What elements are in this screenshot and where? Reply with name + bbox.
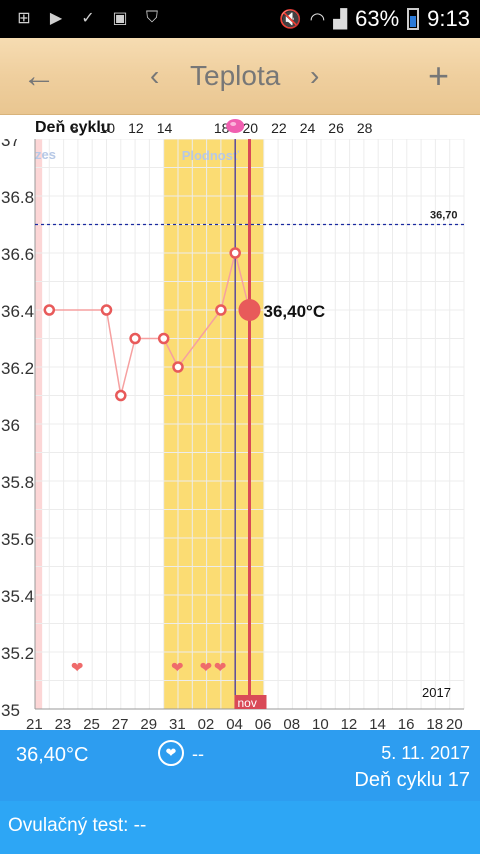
x-tick-label: 31 xyxy=(169,716,186,730)
x-tick-label: 23 xyxy=(55,716,72,730)
signal-icon: ▟ xyxy=(333,8,348,29)
selected-temperature: 36,40°C xyxy=(16,744,89,766)
y-tick-label: 35.6 xyxy=(1,530,34,549)
youtube-icon: ▶ xyxy=(49,10,63,27)
heart-icon: ❤ xyxy=(171,659,184,676)
page-title: Teplota xyxy=(190,60,281,91)
x-tick-label: 29 xyxy=(140,716,157,730)
y-tick-label: 36.4 xyxy=(1,302,34,321)
top-tick-label: 22 xyxy=(271,120,287,136)
y-tick-label: 36.8 xyxy=(1,188,34,207)
x-tick-label: 21 xyxy=(26,716,43,730)
y-tick-label: 35.8 xyxy=(1,473,34,492)
current-temperature-label: 36,40°C xyxy=(264,302,326,321)
temperature-point[interactable] xyxy=(129,332,141,345)
ovulation-test-label: Ovulačný test: -- xyxy=(8,815,147,836)
temperature-point[interactable] xyxy=(100,304,113,316)
selected-date: 5. 11. 2017 xyxy=(381,743,470,763)
wifi-icon: ◠ xyxy=(309,8,326,29)
heart-icon: ❤ xyxy=(200,659,213,676)
year-label: 2017 xyxy=(422,685,451,700)
ovulation-test-bar[interactable]: Ovulačný test: -- xyxy=(0,801,480,854)
x-tick-label: 02 xyxy=(198,716,215,730)
selected-cycle-day: Deň cyklu 17 xyxy=(354,769,470,791)
x-tick-label: 27 xyxy=(112,716,129,730)
temperature-point[interactable] xyxy=(43,304,56,316)
x-tick-label: 16 xyxy=(398,716,415,730)
add-icon[interactable]: + xyxy=(428,55,450,96)
temperature-point[interactable] xyxy=(229,247,241,259)
top-tick-label: 26 xyxy=(328,120,344,136)
x-tick-label: 12 xyxy=(341,716,358,730)
temperature-point[interactable] xyxy=(172,361,184,373)
battery-percentage: 63% xyxy=(355,6,400,31)
cycle-day-header: Deň cyklu xyxy=(35,119,111,136)
x-tick-label: 20 xyxy=(446,716,463,730)
image-icon: ▣ xyxy=(112,10,128,27)
top-tick-label: 8 xyxy=(71,120,79,136)
heart-icon: ❤ xyxy=(214,659,227,676)
cover-line-label: 36,70 xyxy=(430,210,458,222)
prev-chevron-icon[interactable]: ‹ xyxy=(150,60,160,91)
y-tick-label: 36.6 xyxy=(1,245,34,264)
download-icon: ✓ xyxy=(81,10,95,27)
x-tick-label: 25 xyxy=(83,716,100,730)
month-label-bg xyxy=(234,695,267,709)
ovulation-marker-icon xyxy=(226,119,245,133)
y-tick-label: 36.2 xyxy=(1,359,34,378)
period-label: zes xyxy=(35,147,56,162)
heart-icon: ❤ xyxy=(71,659,84,676)
x-tick-label: 06 xyxy=(255,716,272,730)
status-system-icons: 🔇 ◠ ▟ 63% 9:13 xyxy=(279,0,470,38)
x-tick-label: 18 xyxy=(426,716,443,730)
shield-icon: ⛉ xyxy=(145,9,158,26)
plus-square-icon: ⊞ xyxy=(17,10,31,27)
temperature-point[interactable] xyxy=(115,389,127,402)
intercourse-value: -- xyxy=(192,744,204,764)
y-tick-label: 35.4 xyxy=(1,587,34,606)
top-tick-label: 20 xyxy=(243,120,259,136)
clock: 9:13 xyxy=(427,6,470,31)
current-temperature-point[interactable] xyxy=(238,299,261,321)
fertile-label: Plodnosť xyxy=(182,148,240,163)
y-tick-label: 35.2 xyxy=(1,644,34,663)
temperature-chart-svg[interactable]: 3736.836.636.436.23635.835.635.435.23536… xyxy=(0,115,480,730)
x-tick-label: 04 xyxy=(226,716,243,730)
status-bar: ⊞ ▶ ✓ ▣ ⛉ 🔇 ◠ ▟ 63% 9:13 xyxy=(0,0,480,38)
ovulation-marker-highlight xyxy=(230,122,237,126)
top-tick-label: 18 xyxy=(214,120,230,136)
status-notification-icons: ⊞ ▶ ✓ ▣ ⛉ xyxy=(14,8,162,28)
y-tick-label: 35 xyxy=(1,701,20,720)
mute-icon: 🔇 xyxy=(279,8,302,29)
x-tick-label: 14 xyxy=(369,716,386,730)
top-tick-label: 12 xyxy=(128,120,144,136)
back-arrow-icon[interactable]: ← xyxy=(22,57,56,95)
top-tick-label: 10 xyxy=(100,120,116,136)
temperature-point[interactable] xyxy=(157,332,170,345)
top-tick-label: 24 xyxy=(300,120,316,136)
temperature-point[interactable] xyxy=(215,304,227,316)
temperature-chart[interactable]: 37 36.8 36.6 36.4 36.2 36 35.8 35.6 35.4 35.2 35 36… xyxy=(0,115,480,730)
battery-icon xyxy=(407,8,420,30)
top-tick-label: 14 xyxy=(157,120,173,136)
heart-icon: ❤ xyxy=(158,740,184,766)
x-tick-label: 08 xyxy=(283,716,300,730)
next-chevron-icon[interactable]: › xyxy=(310,60,320,91)
day-info-panel[interactable]: 36,40°C ❤ -- 5. 11. 2017 Deň cyklu 17 xyxy=(0,730,480,801)
month-label: nov xyxy=(238,696,257,710)
x-tick-label: 10 xyxy=(312,716,329,730)
app-bar: ← ‹ Teplota › + xyxy=(0,38,480,115)
top-tick-label: 28 xyxy=(357,120,373,136)
y-tick-label: 36 xyxy=(1,416,20,435)
